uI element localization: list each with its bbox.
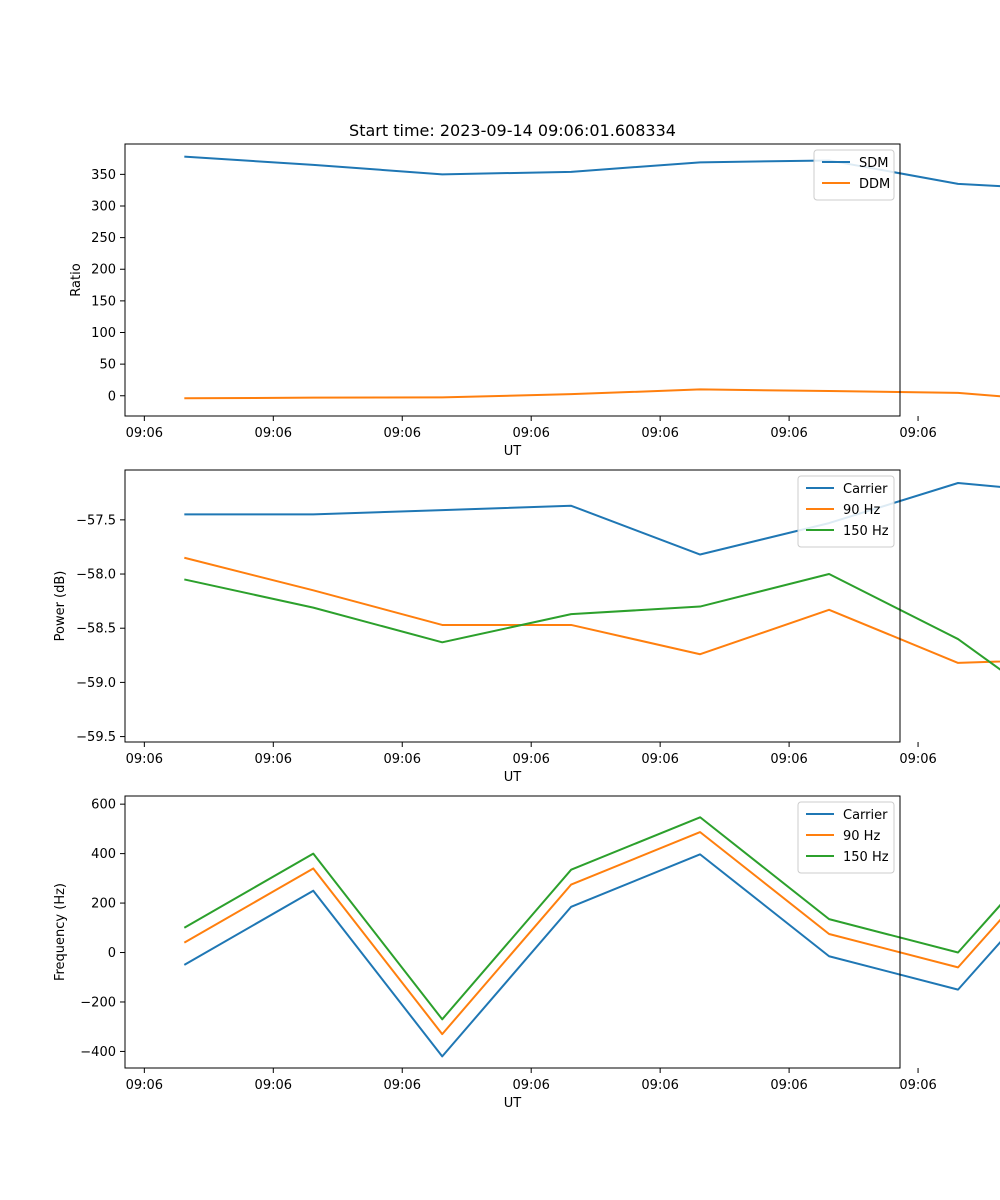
plot-frame: [124, 469, 901, 743]
plot-frame: [124, 795, 901, 1069]
x-tick-label: 09:06: [384, 752, 421, 767]
x-tick-label: 09:06: [512, 1078, 549, 1093]
x-tick-label: 09:06: [255, 1078, 292, 1093]
series-line-carrier: [184, 482, 1000, 556]
x-tick-label: 09:06: [899, 426, 936, 441]
y-tick-label: −58.0: [76, 568, 116, 583]
x-tick-label: 09:06: [255, 752, 292, 767]
x-tick-label: 09:06: [899, 752, 936, 767]
series-line-90-hz: [183, 831, 1000, 1036]
y-tick-label: 0: [108, 946, 116, 961]
legend-entry: SDM: [859, 156, 888, 171]
y-tick-label: 200: [91, 263, 116, 278]
y-tick-label: 350: [91, 168, 116, 183]
legend-entry: 150 Hz: [843, 524, 889, 539]
x-tick-label: 09:06: [770, 752, 807, 767]
series-line-carrier: [183, 853, 1000, 1058]
x-tick-label: 09:06: [641, 752, 678, 767]
legend-entry: DDM: [859, 177, 890, 192]
series-line-90-hz: [184, 556, 1000, 664]
x-tick-label: 09:06: [770, 1078, 807, 1093]
x-tick-label: 09:06: [641, 426, 678, 441]
legend-entry: 150 Hz: [843, 850, 889, 865]
y-tick-label: 250: [91, 231, 116, 246]
x-tick-label: 09:06: [126, 1078, 163, 1093]
x-tick-label: 09:06: [384, 1078, 421, 1093]
y-axis-label: Frequency (Hz): [53, 883, 68, 981]
x-axis-label: UT: [504, 444, 522, 459]
y-tick-label: −400: [80, 1045, 116, 1060]
y-tick-label: 200: [91, 897, 116, 912]
y-tick-label: 300: [91, 199, 116, 214]
legend-entry: 90 Hz: [843, 503, 880, 518]
x-tick-label: 09:06: [384, 426, 421, 441]
x-tick-label: 09:06: [770, 426, 807, 441]
subplot-3: 09:06 09:06 09:06 09:06 09:06 09:06 09:06 −400 −…: [53, 795, 1000, 1111]
x-tick-label: 09:06: [641, 1078, 678, 1093]
y-tick-label: 400: [91, 847, 116, 862]
x-tick-label: 09:06: [512, 752, 549, 767]
x-tick-label: 09:06: [126, 752, 163, 767]
x-tick-label: 09:06: [255, 426, 292, 441]
y-axis-label: Power (dB): [53, 571, 68, 642]
subplot-1: Start time: 2023-09-14 09:06:01.608334 09…: [69, 121, 1000, 459]
x-tick-label: 09:06: [126, 426, 163, 441]
legend: Carrier 90 Hz 150 Hz: [797, 475, 895, 548]
y-tick-label: 0: [108, 389, 116, 404]
subplot-2: 09:06 09:06 09:06 09:06 09:06 09:06 09:06 −59.5…: [53, 469, 1000, 785]
y-tick-label: 50: [99, 358, 116, 373]
x-axis-label: UT: [504, 770, 522, 785]
x-tick-label: 09:06: [512, 426, 549, 441]
series-line-ddm: [184, 388, 1000, 400]
x-tick-label: 09:06: [899, 1078, 936, 1093]
y-tick-label: 100: [91, 326, 116, 341]
x-axis-label: UT: [504, 1096, 522, 1111]
series-line-150-hz: [183, 816, 1000, 1021]
legend-entry: 90 Hz: [843, 829, 880, 844]
y-tick-label: −59.5: [76, 730, 116, 745]
y-tick-label: −58.5: [76, 622, 116, 637]
y-tick-label: 600: [91, 798, 116, 813]
legend: SDM DDM: [813, 149, 895, 201]
legend-entry: Carrier: [843, 482, 888, 497]
legend-entry: Carrier: [843, 808, 888, 823]
y-tick-label: −200: [80, 995, 116, 1010]
y-tick-label: −57.5: [76, 513, 116, 528]
plot-frame: [124, 143, 901, 417]
chart-title: Start time: 2023-09-14 09:06:01.608334: [349, 121, 676, 140]
y-tick-label: −59.0: [76, 676, 116, 691]
series-line-150-hz: [184, 573, 1000, 671]
legend: Carrier 90 Hz 150 Hz: [797, 801, 895, 874]
series-line-sdm: [184, 155, 1000, 188]
y-axis-label: Ratio: [69, 263, 84, 296]
y-tick-label: 150: [91, 294, 116, 309]
